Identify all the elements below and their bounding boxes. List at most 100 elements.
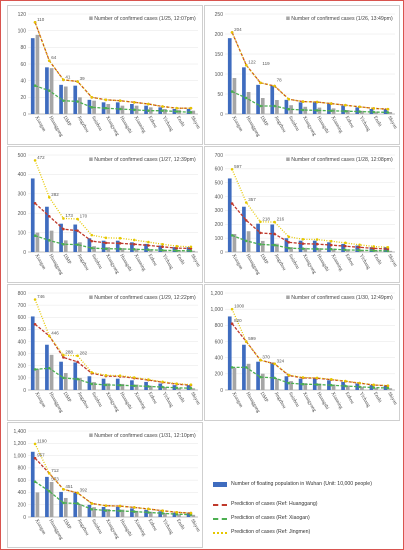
- series-jingmen-point: [33, 298, 37, 301]
- y-tick-label: 0: [220, 112, 223, 118]
- bar-confirmed-cases: [106, 509, 111, 517]
- bar-confirmed-cases: [163, 386, 167, 390]
- bar-floating-population: [256, 223, 260, 252]
- series-xiaogan-point: [259, 375, 262, 379]
- x-tick-label: Xiaogan: [230, 392, 243, 410]
- y-tick-label: 300: [18, 351, 27, 357]
- x-tick-label: Xianning: [330, 392, 344, 411]
- x-tick-label: Yichang: [161, 116, 174, 133]
- x-tick-label: Shiyan: [386, 392, 398, 407]
- series-jingmen-point: [372, 383, 376, 387]
- series-xiaogan-point: [344, 109, 347, 113]
- series-jingmen-point: [329, 378, 333, 381]
- series-huanggang-line: [34, 22, 191, 109]
- bar-confirmed-cases: [49, 230, 54, 252]
- series-xiaogan-point: [259, 104, 262, 108]
- series-xiaogan-point: [273, 376, 276, 380]
- bar-confirmed-cases: [317, 383, 322, 390]
- series-xiaogan-point: [230, 90, 234, 93]
- series-xiaogan-point: [90, 106, 94, 109]
- x-tick-label: Ezhou: [344, 254, 355, 268]
- data-label: 216: [277, 217, 285, 222]
- bar-confirmed-cases: [49, 481, 54, 517]
- series-jingmen-point: [230, 307, 234, 311]
- bar-floating-population: [73, 362, 78, 390]
- chart-svg: 0 50 100 150 200 250 204 122 119 78 Number of conf…: [215, 12, 398, 139]
- series-xiaogan-point: [386, 249, 390, 253]
- y-tick-label: 200: [18, 503, 27, 509]
- bar-floating-population: [227, 38, 232, 114]
- bar-floating-population: [45, 476, 49, 517]
- bar-confirmed-cases: [134, 384, 139, 390]
- series-xiaogan-point: [161, 512, 164, 515]
- series-xiaogan-point: [147, 109, 150, 112]
- y-tick-label: 0: [23, 388, 26, 394]
- series-jingmen-point: [76, 354, 79, 358]
- series-huanggang-point: [161, 245, 164, 249]
- x-tick-label: DMP: [259, 392, 269, 404]
- series-huanggang-point: [118, 241, 122, 245]
- data-label: 170: [80, 214, 88, 219]
- x-tick-label: Enshi: [372, 254, 382, 267]
- series-xiaogan-point: [104, 106, 108, 110]
- x-tick-label: Xiaogan: [33, 519, 46, 537]
- x-tick-label: Enshi: [175, 392, 185, 405]
- series-xiaogan-point: [118, 107, 122, 111]
- x-tick-label: Xianning: [133, 519, 147, 538]
- x-tick-label: Enshi: [175, 519, 185, 532]
- bar-confirmed-cases: [360, 110, 364, 114]
- y-tick-label: 400: [215, 194, 224, 200]
- series-xiaogan-point: [301, 108, 305, 112]
- chart-panel-1-27: 0 100 200 300 400 500 472 282 173 170 Number of co…: [7, 146, 203, 283]
- bar-floating-population: [284, 99, 289, 114]
- series-xiaogan-point: [315, 247, 319, 251]
- series-xiaogan-point: [372, 386, 376, 389]
- series-xiaogan-point: [344, 384, 347, 388]
- x-tick-label: Ezhou: [344, 392, 355, 406]
- series-xiaogan-point: [287, 107, 291, 111]
- series-jingmen-point: [76, 491, 79, 495]
- bar-confirmed-cases: [303, 247, 308, 252]
- y-tick-label: 0: [23, 515, 26, 521]
- bar-floating-population: [87, 238, 92, 252]
- series-xiaogan-point: [132, 247, 136, 251]
- bar-floating-population: [158, 383, 163, 390]
- bar-floating-population: [369, 385, 374, 390]
- x-tick-label: Huanggang: [48, 392, 64, 415]
- x-tick-label: Enshi: [175, 254, 185, 267]
- x-tick-label: Suizhou: [287, 392, 300, 409]
- bar-floating-population: [186, 385, 191, 390]
- series-xiaogan-point: [132, 108, 136, 112]
- confirmed-legend-label: Number of confirmed cases (1/27, 12:39pm…: [94, 157, 196, 163]
- series-jingmen-point: [47, 471, 51, 475]
- series-jingmen-point: [175, 106, 179, 110]
- series-jingmen-point: [132, 376, 136, 379]
- bar-confirmed-cases: [148, 107, 153, 114]
- series-huanggang-point: [230, 322, 234, 326]
- chart-svg: 0 200 400 600 800 1,000 1,200 1,400 1190 957 712 57…: [13, 429, 200, 542]
- series-jingmen-point: [244, 340, 248, 343]
- series-xiaogan-line: [34, 235, 191, 252]
- series-huanggang-point: [47, 215, 51, 218]
- x-tick-label: Suizhou: [90, 116, 103, 133]
- series-xiaogan-point: [33, 368, 37, 371]
- confirmed-legend-label: Number of confirmed cases (1/26, 13:49pm…: [291, 16, 393, 22]
- chart-svg: 0 200 400 600 800 1,000 1,200 1000 820 599 370 324 N…: [210, 291, 398, 415]
- bar-floating-population: [59, 491, 63, 517]
- series-xiaogan-point: [62, 376, 65, 380]
- x-tick-label: DMP: [259, 254, 269, 266]
- y-tick-label: 60: [20, 62, 26, 68]
- y-tick-label: 100: [18, 376, 27, 382]
- series-jingmen-point: [287, 235, 291, 239]
- legend: Number of floating population in Wuhan (…: [213, 479, 398, 545]
- y-tick-label: 1,400: [13, 429, 26, 435]
- bar-confirmed-cases: [63, 240, 68, 252]
- series-huanggang-point: [344, 244, 347, 248]
- bar-confirmed-cases: [232, 367, 237, 390]
- x-tick-label: Jingzhou: [273, 392, 287, 411]
- series-jingmen-point: [372, 245, 376, 248]
- x-tick-label: Huanggang: [48, 519, 64, 542]
- bar-floating-population: [270, 85, 275, 114]
- series-jingmen-point: [161, 105, 164, 108]
- x-tick-label: Ezhou: [147, 392, 158, 406]
